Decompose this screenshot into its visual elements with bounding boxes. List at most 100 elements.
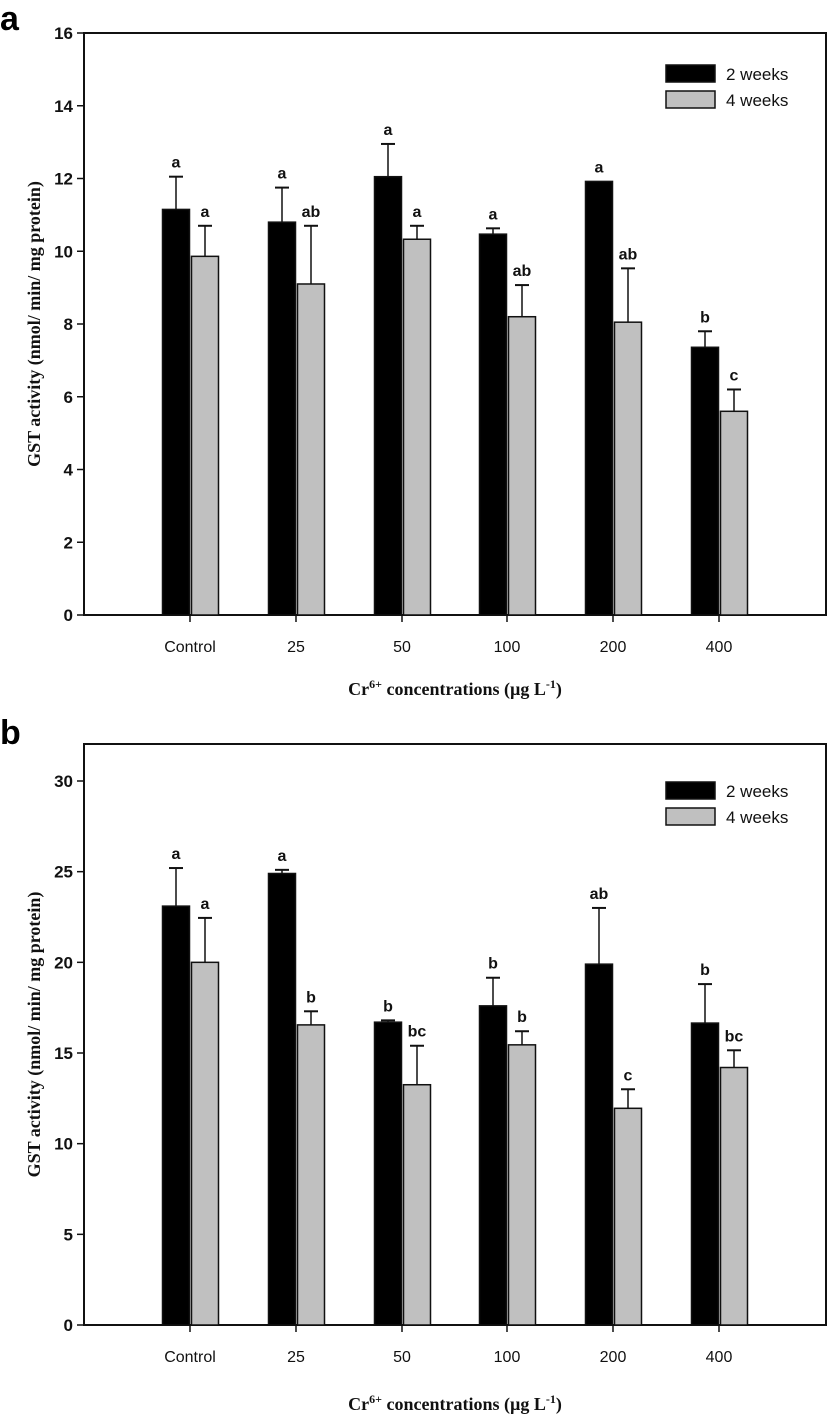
x-axis-title-superscript: 6+: [369, 677, 382, 691]
y-tick-label: 10: [54, 242, 73, 261]
x-tick-label: Control: [164, 639, 216, 656]
y-tick-label: 14: [54, 97, 73, 116]
bar-4weeks: [402, 1083, 432, 1326]
x-tick-label: 400: [706, 639, 733, 656]
legend-swatch-2weeks: [665, 64, 716, 83]
bar-2weeks: [267, 221, 297, 616]
legend-label: 4 weeks: [726, 808, 788, 827]
x-tick-label: 50: [393, 639, 411, 656]
bar-4weeks: [613, 321, 643, 616]
chart-panel-a: a 0 2 4 6 8 10 12 14 16 GST activity (nmol/ min/ m…: [0, 0, 827, 700]
significance-letter: a: [278, 848, 287, 865]
y-tick-label: 25: [54, 863, 73, 882]
legend-swatch-4weeks: [665, 90, 716, 109]
bar-4weeks: [613, 1107, 643, 1326]
legend-label: 4 weeks: [726, 91, 788, 110]
x-tick-label: 200: [600, 1349, 627, 1366]
bar-4weeks: [507, 315, 537, 616]
legend-swatch-4weeks: [665, 807, 716, 826]
x-tick-label: 200: [600, 639, 627, 656]
bar-2weeks: [584, 963, 614, 1326]
bar-2weeks: [478, 1005, 508, 1326]
bar-4weeks: [296, 283, 326, 616]
y-tick-label: 6: [64, 388, 73, 407]
bar-4weeks: [719, 410, 749, 616]
y-axis-title: GST activity (nmol/ min/ mg protein): [24, 892, 45, 1178]
bar-2weeks: [690, 346, 720, 616]
x-tick-label: 25: [287, 1349, 305, 1366]
legend-label: 2 weeks: [726, 65, 788, 84]
y-tick-label: 5: [64, 1225, 73, 1244]
y-tick-label: 0: [64, 1316, 73, 1335]
significance-letter: a: [201, 204, 210, 221]
significance-letter: a: [201, 896, 210, 913]
x-tick-label: 50: [393, 1349, 411, 1366]
legend-label: 2 weeks: [726, 782, 788, 801]
significance-letter: ab: [590, 886, 609, 903]
significance-letter: b: [700, 309, 710, 326]
bar-2weeks: [478, 233, 508, 616]
bar-2weeks: [373, 1021, 403, 1326]
y-tick-label: 10: [54, 1135, 73, 1154]
plot-frame: [83, 743, 827, 1326]
bar-4weeks: [402, 238, 432, 616]
chart-panel-b: b 0 5 10 15 20 25 30 GST activity (nmol/ min/ mg…: [0, 714, 827, 1415]
y-tick-label: 4: [64, 461, 74, 480]
y-tick-label: 8: [64, 315, 73, 334]
x-tick-label: 100: [494, 639, 521, 656]
significance-letter: b: [488, 956, 498, 973]
significance-letter: a: [489, 206, 498, 223]
x-axis-title-text: ): [556, 679, 562, 700]
legend-swatch-2weeks: [665, 781, 716, 800]
significance-letter: bc: [408, 1024, 427, 1041]
significance-letter: ab: [302, 204, 321, 221]
x-axis-title-text: Cr: [348, 1394, 369, 1414]
y-tick-label: 0: [64, 606, 73, 625]
significance-letter: a: [384, 122, 393, 139]
x-axis-title-text: concentrations (µg L: [382, 1394, 546, 1415]
x-axis-title-text: Cr: [348, 679, 369, 699]
x-axis-title: Cr6+ concentrations (µg L-1): [348, 677, 562, 700]
x-axis-title-superscript: -1: [546, 677, 556, 691]
bar-2weeks: [267, 872, 297, 1326]
bar-4weeks: [296, 1024, 326, 1326]
significance-letter: a: [595, 159, 604, 176]
significance-letter: a: [278, 166, 287, 183]
significance-letter: b: [517, 1009, 527, 1026]
x-axis-title: Cr6+ concentrations (µg L-1): [348, 1392, 562, 1415]
panel-label: b: [0, 714, 21, 752]
bar-2weeks: [584, 180, 614, 616]
bar-4weeks: [507, 1044, 537, 1326]
significance-letter: b: [306, 989, 316, 1006]
significance-letter: c: [730, 367, 739, 384]
y-tick-label: 15: [54, 1044, 73, 1063]
y-tick-label: 30: [54, 772, 73, 791]
significance-letter: c: [624, 1067, 633, 1084]
bar-4weeks: [190, 255, 220, 616]
bar-2weeks: [690, 1022, 720, 1326]
bar-4weeks: [190, 961, 220, 1326]
significance-letter: a: [413, 204, 422, 221]
y-axis-title: GST activity (nmol/ min/ mg protein): [24, 181, 45, 467]
significance-letter: b: [700, 962, 710, 979]
x-axis-title-text: concentrations (µg L: [382, 679, 546, 700]
x-tick-label: 100: [494, 1349, 521, 1366]
y-tick-label: 16: [54, 24, 73, 43]
x-axis-title-superscript: -1: [546, 1392, 556, 1406]
y-tick-label: 20: [54, 953, 73, 972]
bar-2weeks: [161, 905, 191, 1326]
significance-letter: bc: [725, 1028, 744, 1045]
bar-2weeks: [161, 208, 191, 616]
y-tick-label: 12: [54, 170, 73, 189]
bar-4weeks: [719, 1066, 749, 1326]
y-tick-label: 2: [64, 533, 73, 552]
x-tick-label: 400: [706, 1349, 733, 1366]
significance-letter: ab: [513, 263, 532, 280]
x-axis-title-superscript: 6+: [369, 1392, 382, 1406]
significance-letter: a: [172, 155, 181, 172]
significance-letter: ab: [619, 246, 638, 263]
bar-2weeks: [373, 175, 403, 616]
significance-letter: b: [383, 998, 393, 1015]
x-axis-title-text: ): [556, 1394, 562, 1415]
